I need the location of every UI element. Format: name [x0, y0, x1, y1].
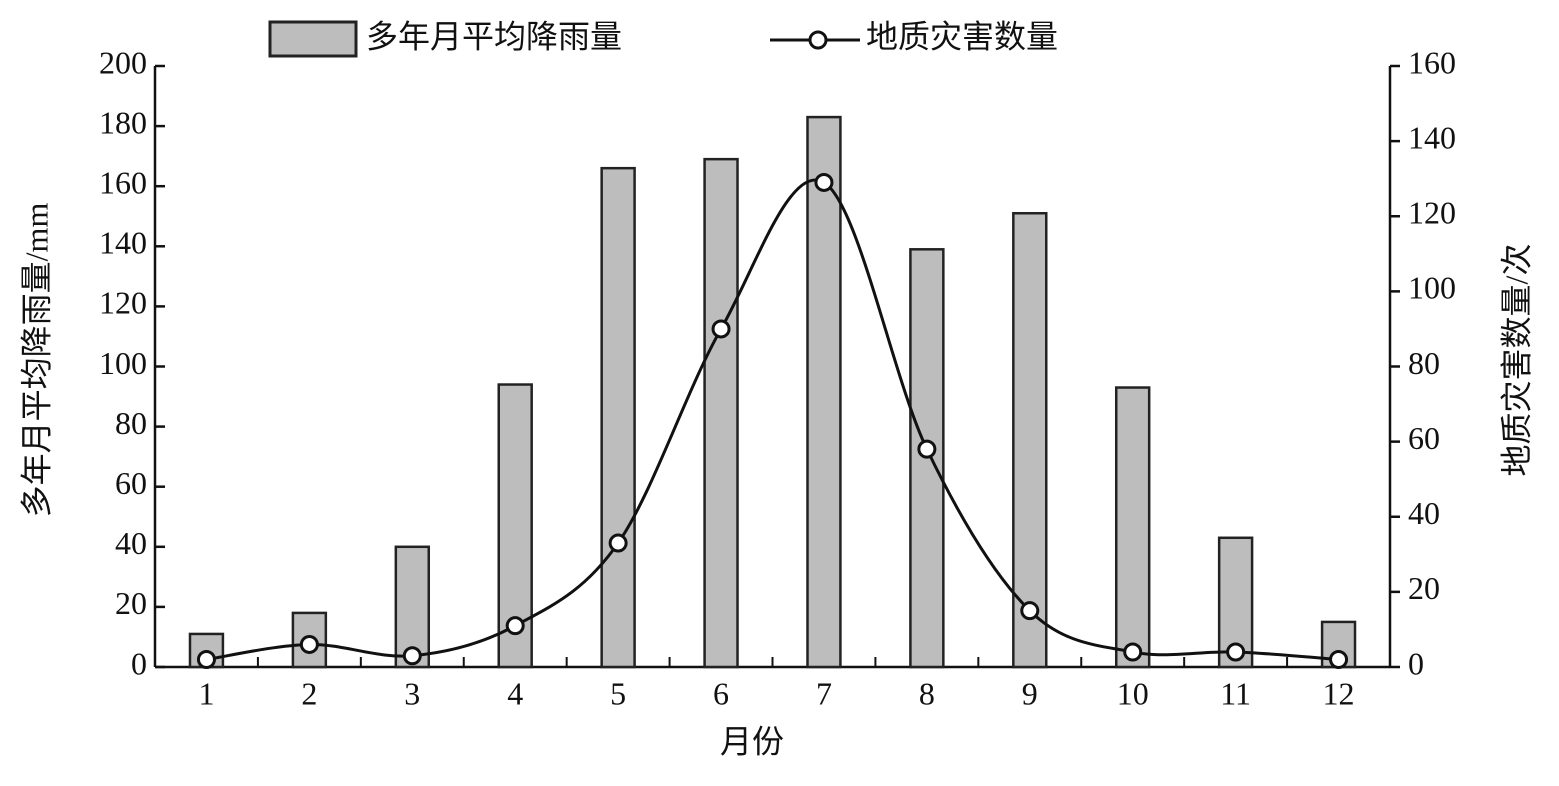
- line: [206, 178, 1339, 661]
- y2-tick-label: 120: [1408, 195, 1456, 231]
- bar: [806, 115, 842, 669]
- legend-marker: [808, 30, 828, 50]
- marker: [1123, 642, 1143, 662]
- y2-tick-label: 0: [1408, 645, 1424, 681]
- x-tick-label: 5: [610, 675, 626, 711]
- y-tick-label: 60: [115, 465, 147, 501]
- x-tick-label: 10: [1117, 675, 1149, 711]
- y2-tick-label: 160: [1408, 44, 1456, 80]
- legend-swatch: [268, 20, 358, 58]
- legend-label: 多年月平均降雨量: [366, 18, 622, 54]
- y-tick-label: 100: [99, 345, 147, 381]
- x-tick-label: 2: [301, 675, 317, 711]
- x-tick-label: 7: [816, 675, 832, 711]
- y-tick-label: 40: [115, 525, 147, 561]
- marker: [1329, 649, 1349, 669]
- y-tick-label: 120: [99, 285, 147, 321]
- y2-tick-label: 40: [1408, 495, 1440, 531]
- marker: [1226, 642, 1246, 662]
- x-tick-label: 11: [1220, 675, 1251, 711]
- y-tick-label: 80: [115, 405, 147, 441]
- marker: [505, 616, 525, 636]
- legend-label: 地质灾害数量: [866, 18, 1058, 54]
- y-tick-label: 20: [115, 585, 147, 621]
- x-tick-label: 6: [713, 675, 729, 711]
- x-tick-label: 9: [1022, 675, 1038, 711]
- x-tick-label: 8: [919, 675, 935, 711]
- bar: [600, 166, 636, 669]
- bar: [1012, 211, 1048, 669]
- marker: [711, 319, 731, 339]
- marker: [608, 533, 628, 553]
- y2-tick-label: 80: [1408, 345, 1440, 381]
- y2-axis-label: 地质灾害数量/次: [1498, 244, 1534, 477]
- y-tick-label: 0: [131, 645, 147, 681]
- y-axis-label: 多年月平均降雨量/mm: [18, 203, 54, 518]
- x-tick-label: 12: [1323, 675, 1355, 711]
- marker: [1020, 601, 1040, 621]
- x-tick-label: 4: [507, 675, 523, 711]
- y-tick-label: 200: [99, 44, 147, 80]
- marker: [299, 634, 319, 654]
- bar: [1114, 386, 1151, 669]
- x-tick-label: 3: [404, 675, 420, 711]
- marker: [917, 439, 937, 459]
- marker: [814, 172, 834, 192]
- x-axis-label: 月份: [720, 723, 784, 759]
- bar: [703, 157, 739, 669]
- y2-tick-label: 100: [1408, 270, 1456, 306]
- y2-tick-label: 60: [1408, 420, 1440, 456]
- marker: [196, 649, 216, 669]
- y-tick-label: 160: [99, 165, 147, 201]
- y-tick-label: 140: [99, 225, 147, 261]
- x-tick-label: 1: [198, 675, 214, 711]
- y2-tick-label: 140: [1408, 119, 1456, 155]
- marker: [402, 646, 422, 666]
- y2-tick-label: 20: [1408, 570, 1440, 606]
- y-tick-label: 180: [99, 104, 147, 140]
